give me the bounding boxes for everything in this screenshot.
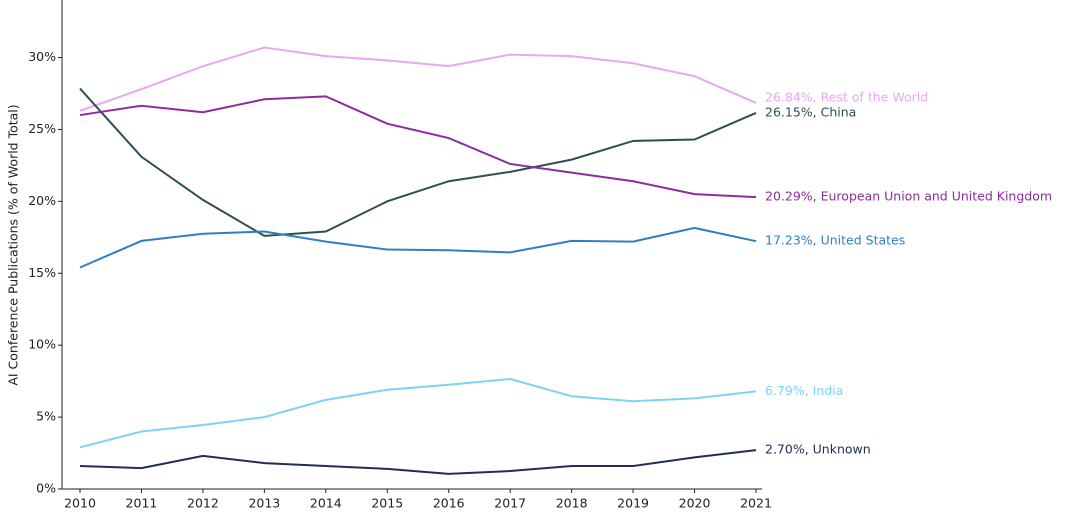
series-line — [79, 87, 757, 237]
y-tick-label: 10% — [28, 337, 56, 352]
x-tick-label: 2016 — [433, 496, 465, 511]
y-tick-label: 30% — [28, 49, 56, 64]
end-label: 26.15%, China — [765, 104, 856, 119]
y-axis-label: AI Conference Publications (% of World T… — [6, 104, 21, 385]
end-label: 17.23%, United States — [765, 233, 905, 248]
end-label: 2.70%, Unknown — [765, 442, 871, 457]
x-tick-label: 2012 — [187, 496, 219, 511]
series-line — [79, 449, 757, 475]
series-line — [79, 377, 757, 449]
end-label: 20.29%, European Union and United Kingdo… — [765, 189, 1052, 204]
x-tick-label: 2013 — [248, 496, 280, 511]
end-label: 26.84%, Rest of the World — [765, 89, 928, 104]
y-tick-label: 5% — [36, 409, 56, 424]
x-tick-label: 2015 — [371, 496, 403, 511]
y-tick-label: 25% — [28, 121, 56, 136]
x-tick-label: 2011 — [126, 496, 158, 511]
x-tick-label: 2017 — [494, 496, 526, 511]
y-tick-label: 15% — [28, 265, 56, 280]
x-tick-label: 2021 — [740, 496, 772, 511]
series-line — [79, 95, 757, 199]
y-tick-label: 20% — [28, 193, 56, 208]
x-tick-label: 2014 — [310, 496, 342, 511]
x-tick-label: 2020 — [679, 496, 711, 511]
x-tick-label: 2010 — [64, 496, 96, 511]
y-tick-label: 0% — [36, 481, 56, 496]
end-label: 6.79%, India — [765, 383, 843, 398]
series-line — [79, 46, 757, 112]
x-tick-label: 2019 — [617, 496, 649, 511]
series-line — [79, 226, 757, 269]
x-tick-label: 2018 — [556, 496, 588, 511]
